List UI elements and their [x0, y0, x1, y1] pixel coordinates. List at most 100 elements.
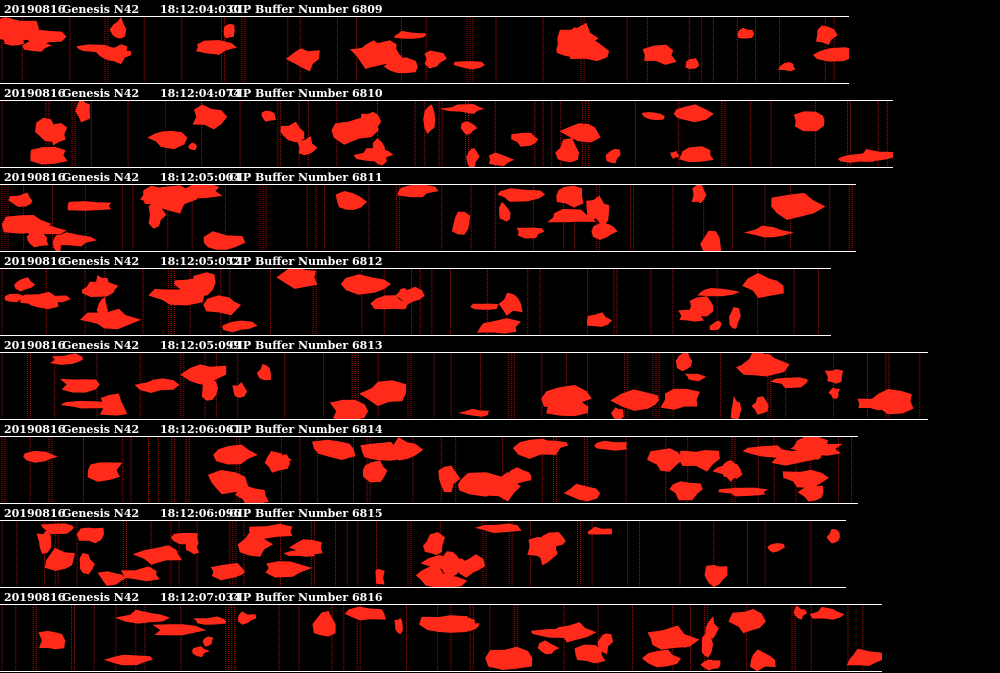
particle-blob: [660, 388, 700, 410]
particle-blob: [451, 211, 471, 235]
particle-blob: [424, 50, 447, 69]
particle-blob: [94, 50, 132, 63]
particle-blob: [742, 445, 793, 458]
particle-blob: [372, 138, 387, 166]
particle-blob: [44, 547, 75, 571]
particle-blob: [329, 399, 369, 419]
particle-blob: [296, 136, 318, 156]
particle-blob: [8, 192, 33, 207]
strip-bottom-border: [0, 251, 856, 252]
particle-blob: [685, 58, 699, 69]
particle-blob: [712, 464, 743, 479]
particle-blob: [261, 110, 276, 122]
strip-top-border: [0, 436, 858, 437]
particle-blob: [4, 293, 28, 303]
particle-blob: [180, 364, 227, 385]
particle-blob: [283, 550, 316, 557]
particle-blob: [670, 150, 680, 159]
particle-blob: [96, 297, 108, 325]
buffer-strip: 20190816 Genesis N42 18:12:06:096 CIP Bu…: [0, 504, 1000, 588]
particle-blob: [718, 487, 768, 497]
particle-blob: [826, 529, 840, 544]
particle-blob: [23, 450, 58, 463]
particle-blob: [700, 230, 722, 251]
particle-blob: [742, 353, 790, 376]
buffer-date: 20190816: [4, 423, 66, 436]
particle-blob: [458, 408, 490, 417]
particle-blob: [289, 539, 323, 555]
particle-blob: [704, 565, 728, 587]
particle-blob: [99, 393, 128, 416]
particle-blob: [148, 289, 205, 306]
particle-blob: [132, 545, 183, 565]
strip-top-border: [0, 100, 893, 101]
particle-blob: [673, 104, 714, 123]
particle-blob: [559, 123, 601, 143]
particle-blob: [397, 185, 439, 198]
particle-blob: [750, 649, 776, 671]
particle-blob: [527, 440, 568, 452]
particle-blob: [420, 555, 467, 569]
particle-blob: [641, 112, 665, 120]
particle-blob: [574, 644, 606, 664]
particle-blob: [498, 292, 523, 316]
particle-blob: [81, 281, 119, 297]
particle-blob: [237, 611, 257, 625]
particle-blob: [38, 630, 66, 650]
particle-blob: [610, 389, 659, 411]
buffer-label: CIP Buffer Number 6814: [229, 423, 383, 436]
particle-blob: [331, 117, 379, 145]
particle-blob: [201, 374, 219, 401]
particle-blob: [188, 142, 197, 151]
particle-blob: [423, 532, 445, 556]
buffer-strip: 20190816 Genesis N42 18:12:04:030 CIP Bu…: [0, 0, 1000, 84]
buffer-time: 18:12:04:030: [160, 3, 242, 16]
particle-blob: [423, 571, 468, 587]
particle-image: [1, 269, 819, 335]
particle-blob: [497, 188, 546, 202]
particle-blob: [697, 288, 741, 297]
particle-blob: [824, 369, 844, 384]
particle-blob: [249, 523, 293, 539]
buffer-header: 20190816 Genesis N42 18:12:05:099 CIP Bu…: [4, 339, 383, 352]
buffer-time: 18:12:06:061: [160, 423, 242, 436]
buffer-date: 20190816: [4, 3, 66, 16]
buffer-time: 18:12:04:074: [160, 87, 242, 100]
buffer-label: CIP Buffer Number 6810: [229, 87, 383, 100]
particle-blob: [770, 377, 808, 389]
particle-blob: [846, 648, 882, 666]
buffer-strip: 20190816 Genesis N42 18:12:05:052 CIP Bu…: [0, 252, 1000, 336]
particle-blob: [742, 273, 784, 299]
particle-blob: [103, 654, 153, 666]
particle-blob: [793, 111, 825, 132]
buffer-date: 20190816: [4, 255, 66, 268]
particle-blob: [586, 195, 605, 220]
buffer-time: 18:12:05:004: [160, 171, 242, 184]
particle-blob: [280, 121, 305, 143]
particle-blob: [728, 609, 766, 634]
particle-blob: [276, 269, 318, 289]
particle-blob: [450, 617, 475, 629]
particle-blob: [59, 378, 100, 393]
buffer-header: 20190816 Genesis N42 18:12:05:004 CIP Bu…: [4, 171, 383, 184]
particle-blob: [744, 225, 794, 238]
particle-blob: [474, 523, 522, 533]
particle-blob: [751, 396, 769, 415]
particle-blob: [793, 605, 808, 620]
particle-blob: [488, 152, 515, 167]
particle-blob: [192, 104, 228, 130]
buffer-date: 20190816: [4, 339, 66, 352]
particle-blob: [237, 532, 274, 557]
particle-image: [0, 17, 849, 83]
particle-blob: [771, 192, 826, 220]
buffer-probe: Genesis N42: [62, 255, 140, 268]
buffer-probe: Genesis N42: [62, 3, 140, 16]
particle-blob: [97, 571, 127, 586]
particle-blob: [80, 308, 142, 330]
particle-blob: [14, 277, 36, 292]
particle-blob: [87, 462, 123, 482]
particle-image: [1, 437, 853, 503]
particle-blob: [195, 40, 237, 55]
particle-blob: [541, 385, 592, 409]
particle-blob: [67, 201, 112, 211]
